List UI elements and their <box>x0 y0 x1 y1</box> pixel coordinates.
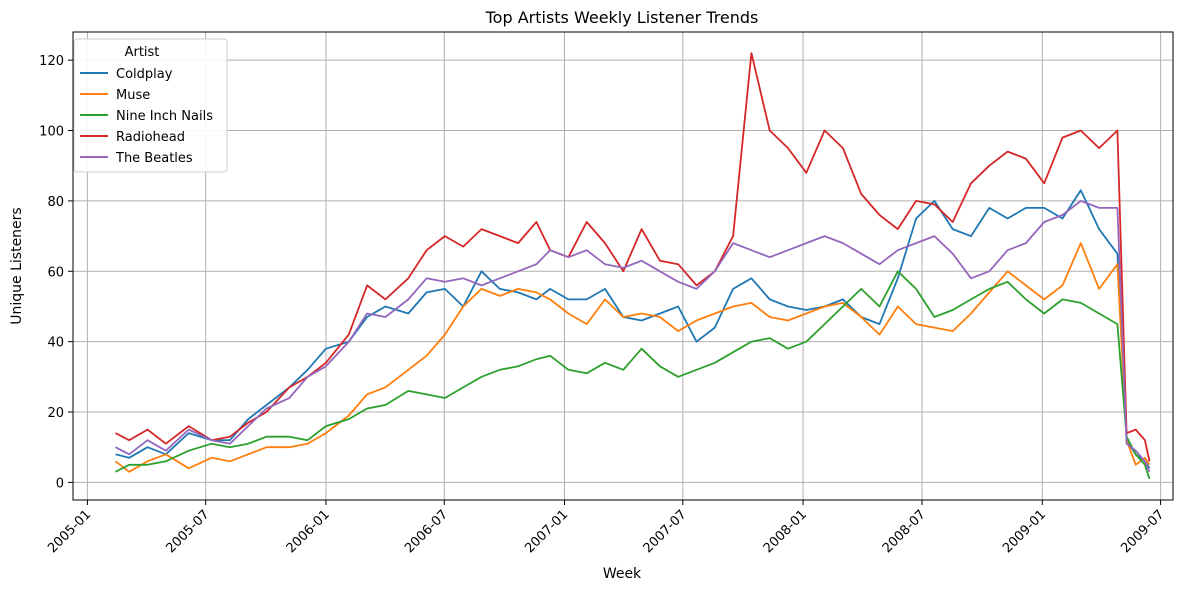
y-tick-label: 40 <box>47 336 64 351</box>
series-lines <box>114 52 1151 480</box>
legend-label-the-beatles: The Beatles <box>115 151 193 166</box>
y-axis-ticks: 0 20 40 60 80 100 120 <box>39 54 73 491</box>
legend-label-nine-inch-nails: Nine Inch Nails <box>116 109 213 124</box>
y-tick-label: 80 <box>47 195 64 210</box>
y-tick-label: 60 <box>47 265 64 280</box>
plot-area-frame <box>72 31 1174 501</box>
series-line-radiohead <box>115 52 1151 462</box>
y-tick-label: 120 <box>39 54 64 69</box>
legend-label-radiohead: Radiohead <box>116 130 185 145</box>
chart-title: Top Artists Weekly Listener Trends <box>485 8 759 27</box>
y-tick-label: 20 <box>47 406 64 421</box>
y-tick-label: 100 <box>39 125 64 140</box>
series-line-nine-inch-nails <box>115 270 1151 480</box>
legend: Artist Coldplay Muse Nine Inch Nails Radioh… <box>73 38 228 173</box>
series-line-coldplay <box>115 189 1151 469</box>
x-axis-label: Week <box>603 566 642 582</box>
y-tick-label: 0 <box>56 476 64 491</box>
legend-title: Artist <box>125 45 160 60</box>
legend-box <box>73 38 228 173</box>
series-line-the-beatles <box>115 199 1151 473</box>
series-line-muse <box>114 242 1151 473</box>
legend-label-coldplay: Coldplay <box>116 67 173 82</box>
y-axis-label: Unique Listeners <box>9 207 25 324</box>
legend-label-muse: Muse <box>116 88 150 103</box>
